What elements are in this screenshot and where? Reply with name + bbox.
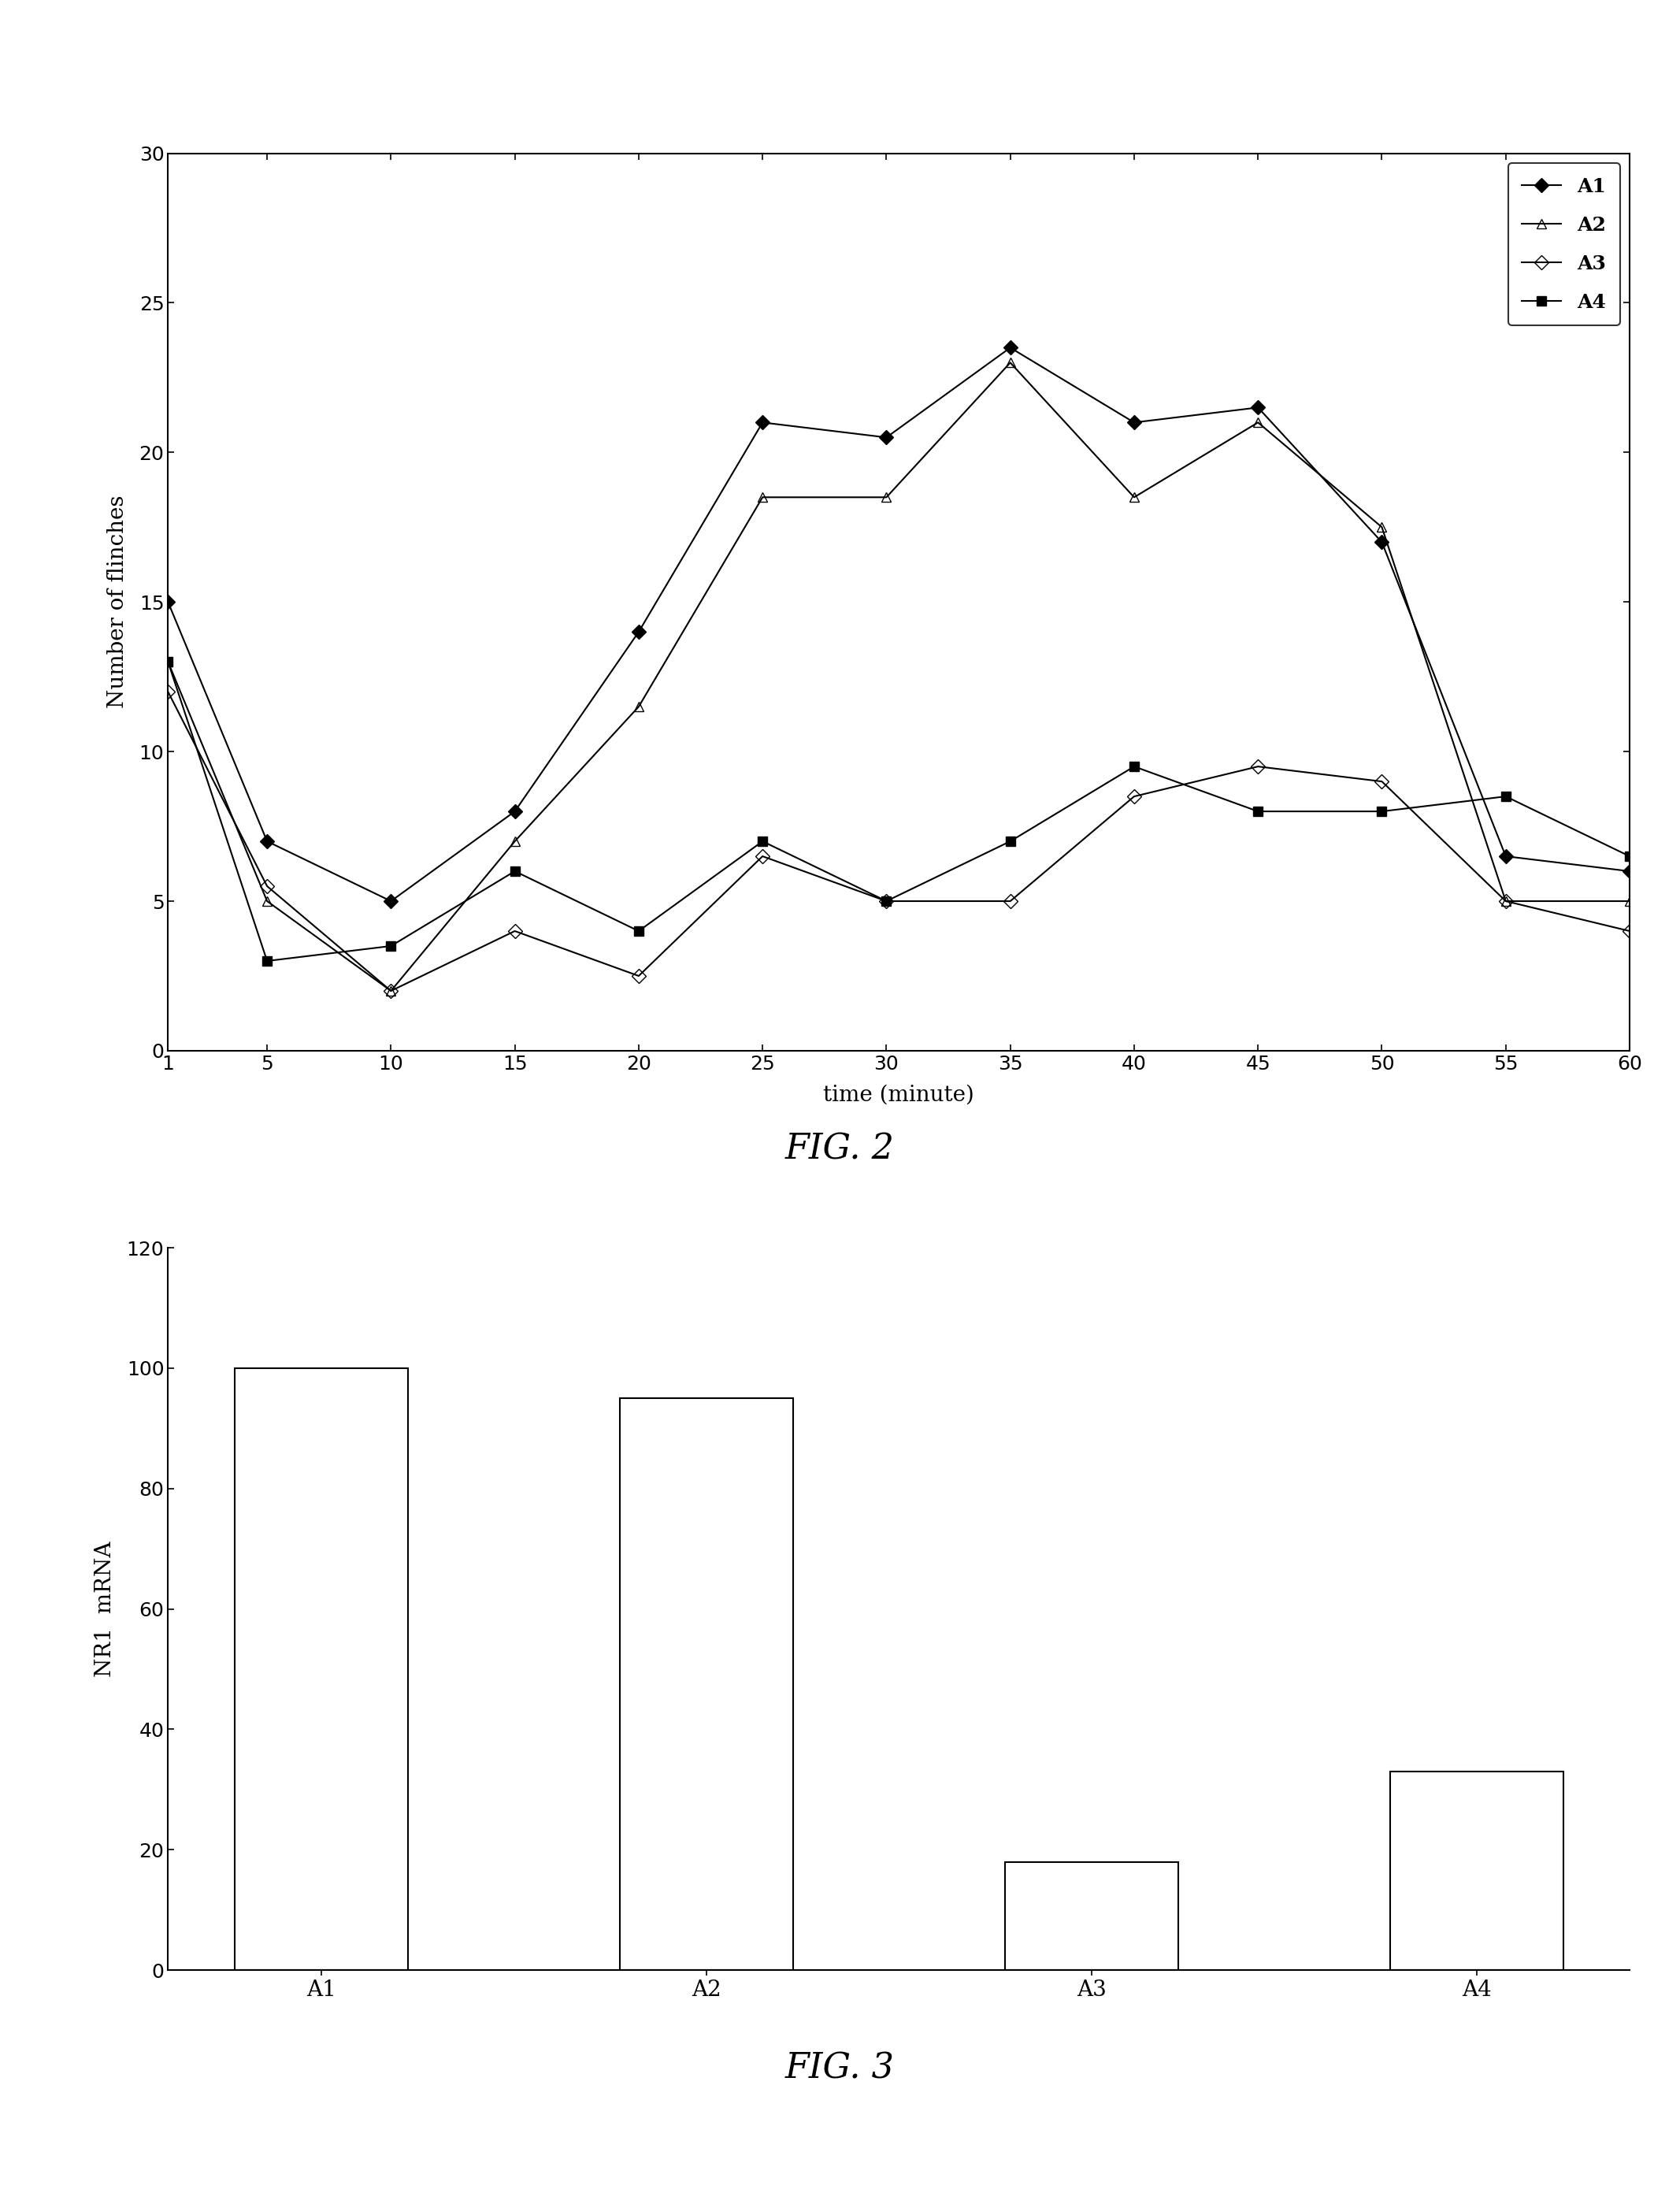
- A3: [381, 978, 402, 1005]
- Y-axis label: NR1  mRNA: NR1 mRNA: [94, 1541, 116, 1677]
- Y-axis label: Number of flinches: Number of flinches: [108, 495, 128, 709]
- Line: A4: A4: [163, 657, 1635, 965]
- A3: [877, 889, 897, 915]
- A1: [1495, 843, 1515, 869]
- X-axis label: time (minute): time (minute): [823, 1084, 974, 1105]
- A2: [753, 484, 773, 510]
- A3: [753, 843, 773, 869]
- A4: [1000, 827, 1020, 854]
- A1: [753, 409, 773, 436]
- A2: [504, 827, 524, 854]
- A1: [628, 619, 648, 646]
- A1: [158, 589, 178, 615]
- A2: [1620, 889, 1640, 915]
- Bar: [620, 1399, 793, 1970]
- A4: [753, 827, 773, 854]
- A1: [1248, 394, 1268, 420]
- Legend: A1, A2, A3, A4: A1, A2, A3, A4: [1509, 162, 1620, 326]
- A4: [1373, 799, 1393, 825]
- Line: A1: A1: [163, 344, 1635, 906]
- A1: [877, 425, 897, 451]
- A4: [158, 648, 178, 674]
- A2: [257, 889, 277, 915]
- A1: [1620, 858, 1640, 884]
- A4: [1248, 799, 1268, 825]
- A3: [1373, 768, 1393, 795]
- A4: [381, 933, 402, 959]
- A2: [1000, 350, 1020, 377]
- A1: [1124, 409, 1144, 436]
- Line: A2: A2: [163, 357, 1635, 996]
- Bar: [1389, 1771, 1562, 1970]
- A2: [1124, 484, 1144, 510]
- A3: [504, 917, 524, 943]
- A1: [257, 827, 277, 854]
- Line: A3: A3: [163, 687, 1635, 996]
- A2: [1248, 409, 1268, 436]
- A2: [1373, 514, 1393, 541]
- A1: [381, 889, 402, 915]
- Text: FIG. 2: FIG. 2: [785, 1132, 895, 1167]
- A3: [628, 963, 648, 989]
- A3: [1495, 889, 1515, 915]
- Bar: [235, 1368, 408, 1970]
- A3: [257, 873, 277, 900]
- Text: FIG. 3: FIG. 3: [785, 2051, 895, 2086]
- A4: [504, 858, 524, 884]
- A4: [877, 889, 897, 915]
- Bar: [1005, 1861, 1178, 1970]
- A3: [1000, 889, 1020, 915]
- A3: [1248, 753, 1268, 779]
- A3: [1620, 917, 1640, 943]
- A2: [628, 694, 648, 720]
- A4: [1124, 753, 1144, 779]
- A2: [158, 648, 178, 674]
- A3: [1124, 784, 1144, 810]
- A4: [1495, 784, 1515, 810]
- A1: [1373, 530, 1393, 556]
- A4: [1620, 843, 1640, 869]
- A2: [1495, 889, 1515, 915]
- A1: [1000, 335, 1020, 361]
- A4: [257, 948, 277, 974]
- A2: [381, 978, 402, 1005]
- A4: [628, 917, 648, 943]
- A1: [504, 799, 524, 825]
- A2: [877, 484, 897, 510]
- A3: [158, 679, 178, 705]
